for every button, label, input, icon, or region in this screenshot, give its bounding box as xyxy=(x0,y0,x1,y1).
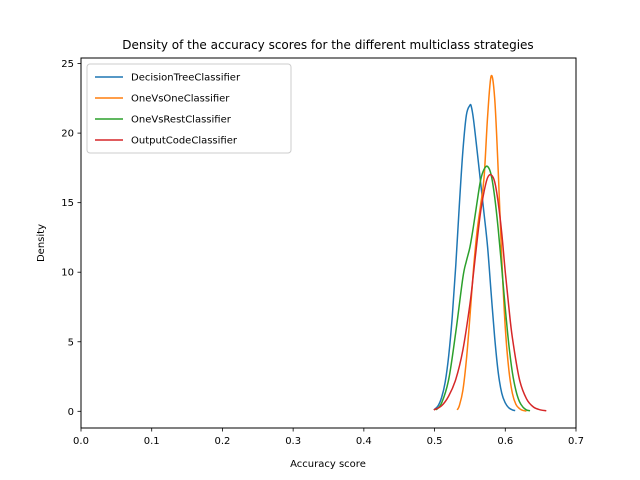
series-line-0 xyxy=(433,103,516,412)
x-tick-label: 0.5 xyxy=(427,436,443,447)
legend-label-0: DecisionTreeClassifier xyxy=(131,73,241,84)
chart-title: Density of the accuracy scores for the d… xyxy=(122,38,533,52)
series-line-1 xyxy=(456,74,527,412)
x-tick-label: 0.1 xyxy=(144,436,160,447)
legend-label-1: OneVsOneClassifier xyxy=(131,94,230,105)
x-tick-label: 0.3 xyxy=(285,436,301,447)
legend-label-2: OneVsRestClassifier xyxy=(131,115,232,126)
series-line-3 xyxy=(433,173,547,412)
legend: DecisionTreeClassifier OneVsOneClassifier… xyxy=(86,63,292,154)
x-tick-label: 0.6 xyxy=(497,436,513,447)
series-line-2 xyxy=(435,165,531,412)
x-tick-label: 0.4 xyxy=(356,436,372,447)
y-tick-label: 25 xyxy=(61,59,74,70)
y-axis-label: Density xyxy=(36,224,47,262)
x-tick-label: 0.2 xyxy=(214,436,230,447)
x-tick-label: 0.0 xyxy=(73,436,89,447)
y-tick-label: 10 xyxy=(61,268,74,279)
x-tick-label: 0.7 xyxy=(568,436,584,447)
legend-label-3: OutputCodeClassifier xyxy=(131,136,238,147)
y-tick-label: 20 xyxy=(61,129,74,140)
x-axis-label: Accuracy score xyxy=(290,459,366,470)
y-tick-label: 0 xyxy=(68,407,74,418)
plot-frame xyxy=(80,57,577,429)
y-tick-label: 5 xyxy=(68,337,74,348)
legend-box xyxy=(86,63,292,154)
y-tick-label: 15 xyxy=(61,198,74,209)
